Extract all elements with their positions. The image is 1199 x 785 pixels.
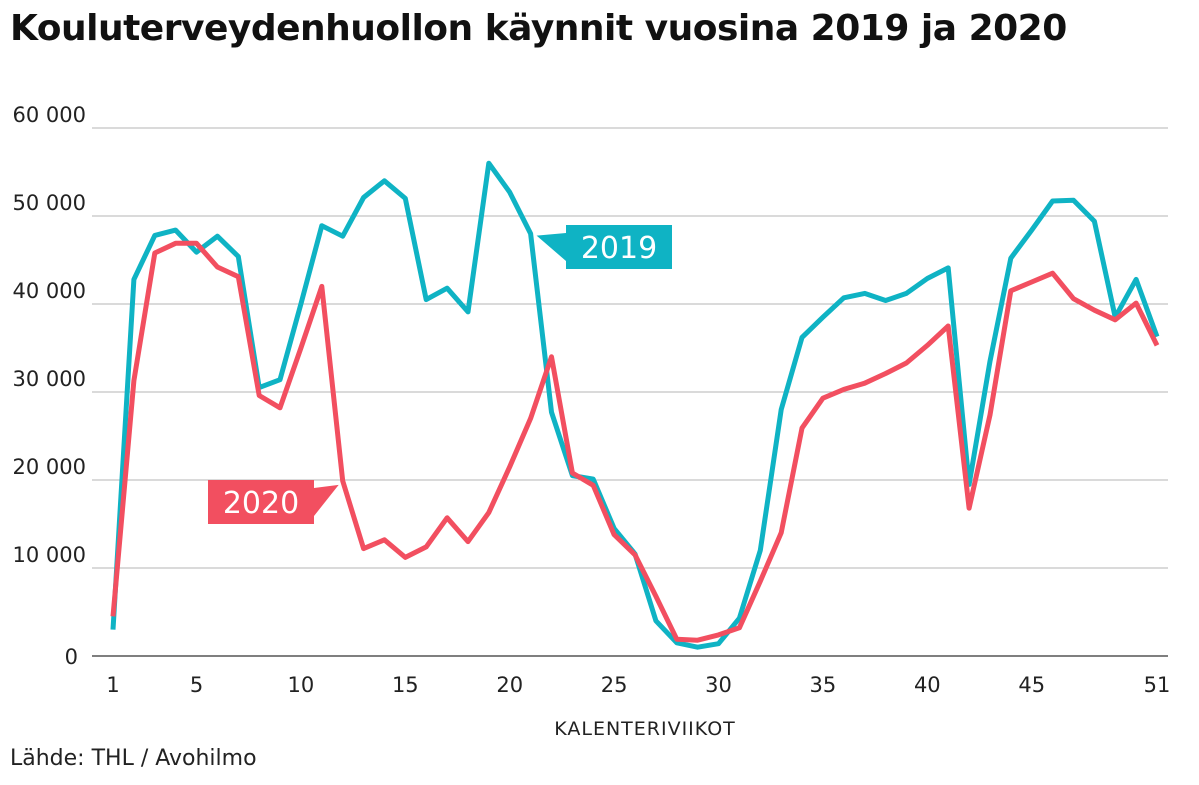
x-tick-label: 51 [1144, 673, 1171, 697]
series-tag-2020: 2020 [208, 480, 339, 524]
series-tag-pointer [536, 233, 566, 261]
x-tick-label: 5 [190, 673, 203, 697]
series-tag-box [208, 480, 314, 524]
gridlines [92, 127, 1168, 657]
series-tag-box [566, 225, 672, 269]
y-tick-label: 10 000 [13, 543, 86, 567]
y-tick-label: 40 000 [13, 279, 86, 303]
x-tick-label: 15 [392, 673, 419, 697]
y-tick-label: 60 000 [13, 103, 86, 127]
x-tick-label: 30 [705, 673, 732, 697]
y-tick-label: 30 000 [13, 367, 86, 391]
chart-title: Kouluterveydenhuollon käynnit vuosina 20… [10, 8, 1067, 49]
series-tags: 2019 2020 [208, 225, 672, 524]
x-tick-label: 1 [106, 673, 119, 697]
x-axis-label: KALENTERIVIIKOT [554, 718, 736, 740]
y-tick-label: 50 000 [13, 191, 86, 215]
series-tag-2019: 2019 [536, 225, 672, 269]
x-tick-label: 35 [810, 673, 837, 697]
x-tick-label: 25 [601, 673, 628, 697]
source-note: Lähde: THL / Avohilmo [10, 746, 257, 771]
x-tick-label: 10 [288, 673, 315, 697]
series-tag-label: 2019 [581, 231, 657, 266]
x-tick-label: 45 [1018, 673, 1045, 697]
x-tick-label: 40 [914, 673, 941, 697]
series-tag-label: 2020 [223, 486, 299, 521]
y-axis-ticks: 0 10 000 20 000 30 000 40 000 50 000 60 000 [13, 103, 86, 669]
series-lines [110, 160, 1160, 650]
series-tag-pointer [314, 484, 339, 516]
y-tick-label: 0 [65, 645, 78, 669]
x-tick-label: 20 [496, 673, 523, 697]
x-axis-ticks: 1 5 10 15 20 25 30 35 40 45 51 [106, 673, 1170, 697]
series-line-2020 [110, 240, 1160, 643]
y-tick-label: 20 000 [13, 455, 86, 479]
